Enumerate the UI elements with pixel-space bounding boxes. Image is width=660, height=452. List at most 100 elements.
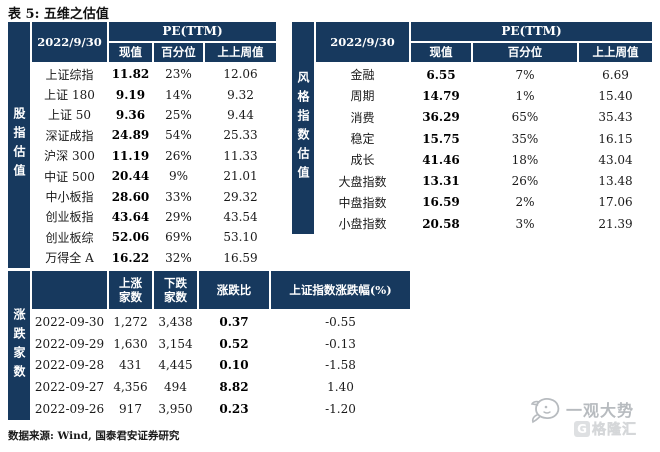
cell-prev: 21.01	[223, 169, 258, 184]
cell-percentile: 23%	[165, 67, 192, 82]
col-header-prev: 上上周值	[205, 43, 276, 62]
cell-date: 2022-09-29	[34, 336, 105, 351]
cell-prev: 17.06	[598, 195, 633, 210]
cell-percentile: 69%	[165, 230, 192, 245]
cell-decliners: 4,445	[158, 358, 193, 373]
cell-advancers: 431	[119, 358, 142, 373]
cell-date: 2022-09-27	[34, 380, 105, 395]
cell-prev: 15.40	[598, 88, 633, 103]
cell-decliners: 3,950	[158, 402, 193, 417]
style-table-header: 2022/9/30 PE(TTM) 现值 百分位 上上周值	[316, 22, 652, 62]
cell-advancers: 4,356	[113, 380, 148, 395]
breadth-table-header: 上涨 家数 下跌 家数 涨跌比 上证指数涨跌幅(%)	[32, 271, 410, 309]
cell-current: 9.36	[115, 107, 146, 122]
row-name: 上证 50	[47, 108, 92, 123]
row-name: 上证综指	[45, 67, 94, 82]
figure-title: 表 5: 五维之估值	[8, 7, 109, 22]
date-header-cell: 2022/9/30	[316, 22, 409, 62]
cell-percentile: 54%	[165, 128, 192, 143]
cell-prev: 13.48	[598, 174, 633, 189]
style-index-valuation-table: 风格指数估值 2022/9/30 PE(TTM) 现值 百分位 上上周值 金融 6…	[292, 22, 652, 234]
whale-icon	[530, 398, 560, 424]
cell-prev: 35.43	[598, 110, 633, 125]
cell-percentile: 9%	[168, 169, 189, 184]
breadth-table-sidebar-label: 涨跌家数	[12, 307, 26, 384]
cell-current: 11.82	[111, 67, 150, 82]
cell-decliners: 494	[164, 380, 187, 395]
gelonghui-logo-text: 格隆汇	[592, 422, 637, 439]
stock-table-body: 上证综指 11.82 23% 12.06 上证 180 9.19 14% 9.32 上证 5…	[32, 64, 276, 268]
cell-ratio: 0.52	[219, 336, 249, 351]
row-name: 深证成指	[45, 128, 94, 143]
col-header-advancers: 上涨 家数	[109, 271, 152, 309]
cell-percentile: 14%	[165, 87, 192, 102]
cell-prev: 43.04	[598, 152, 633, 167]
cell-date: 2022-09-26	[34, 402, 105, 417]
cell-current: 28.60	[111, 189, 150, 204]
cell-current: 11.19	[111, 148, 150, 163]
cell-current: 20.44	[111, 169, 150, 184]
cell-prev: 16.15	[598, 131, 633, 146]
cell-date: 2022-09-28	[34, 358, 105, 373]
cell-percentile: 26%	[165, 148, 192, 163]
cell-prev: 25.33	[223, 128, 258, 143]
cell-percentile: 1%	[515, 88, 535, 103]
row-name: 消费	[350, 110, 375, 125]
data-source-note: 数据来源: Wind, 国泰君安证券研究	[8, 430, 180, 442]
cell-prev: 29.32	[223, 189, 258, 204]
cell-percentile: 35%	[511, 131, 539, 146]
cell-index-change: -1.58	[325, 358, 356, 373]
cell-current: 6.55	[426, 67, 456, 82]
row-name: 中证 500	[44, 169, 95, 184]
cell-ratio: 0.23	[219, 402, 249, 417]
date-header-cell: 2022/9/30	[32, 22, 107, 62]
row-name: 周期	[350, 89, 375, 104]
cell-percentile: 3%	[515, 216, 535, 231]
cell-ratio: 0.10	[219, 358, 249, 373]
row-name: 沪深 300	[44, 149, 95, 164]
style-table-sidebar: 风格指数估值	[292, 22, 314, 234]
cell-index-change: -0.55	[325, 314, 356, 329]
cell-prev: 12.06	[223, 67, 258, 82]
row-name: 上证 180	[44, 88, 95, 103]
cell-index-change: -0.13	[325, 336, 356, 351]
cell-prev: 9.32	[227, 87, 254, 102]
col-header-ratio: 涨跌比	[199, 271, 269, 309]
cell-prev: 9.44	[227, 107, 254, 122]
cell-prev: 11.33	[223, 148, 258, 163]
cell-prev: 43.54	[223, 209, 258, 224]
cell-percentile: 65%	[511, 110, 539, 125]
cell-percentile: 32%	[165, 250, 192, 265]
stock-table-sidebar: 股指估值	[8, 22, 30, 268]
row-name: 中盘指数	[338, 195, 387, 210]
cell-ratio: 8.82	[219, 380, 249, 395]
cell-current: 9.19	[115, 87, 146, 102]
cell-current: 20.58	[422, 216, 460, 231]
col-header-decliners: 下跌 家数	[154, 271, 197, 309]
cell-decliners: 3,438	[158, 314, 193, 329]
row-name: 创业板综	[45, 230, 94, 245]
stock-table-sidebar-label: 股指估值	[12, 107, 26, 183]
cell-advancers: 1,630	[113, 336, 148, 351]
col-header-index-change: 上证指数涨跌幅(%)	[271, 271, 410, 309]
stock-table-header: 2022/9/30 PE(TTM) 现值 百分位 上上周值	[32, 22, 276, 62]
cell-percentile: 7%	[515, 67, 535, 82]
style-table-body: 金融 6.55 7% 6.69 周期 14.79 1% 15.40 消费 36.29 65% 35…	[316, 64, 652, 234]
cell-prev: 21.39	[598, 216, 633, 231]
cell-current: 16.22	[111, 250, 150, 265]
col-header-percentile: 百分位	[473, 43, 577, 62]
cell-percentile: 26%	[511, 174, 539, 189]
cell-decliners: 3,154	[158, 336, 193, 351]
cell-prev: 16.59	[223, 250, 258, 265]
breadth-table-sidebar: 涨跌家数	[8, 271, 30, 420]
cell-index-change: -1.20	[325, 402, 356, 417]
date-column-header-cell	[32, 271, 107, 309]
cell-current: 16.59	[422, 195, 460, 210]
cell-advancers: 917	[119, 402, 142, 417]
cell-date: 2022-09-30	[34, 314, 105, 329]
cell-percentile: 33%	[165, 189, 192, 204]
cell-percentile: 18%	[511, 152, 539, 167]
row-name: 金融	[350, 68, 375, 83]
cell-current: 52.06	[111, 230, 150, 245]
